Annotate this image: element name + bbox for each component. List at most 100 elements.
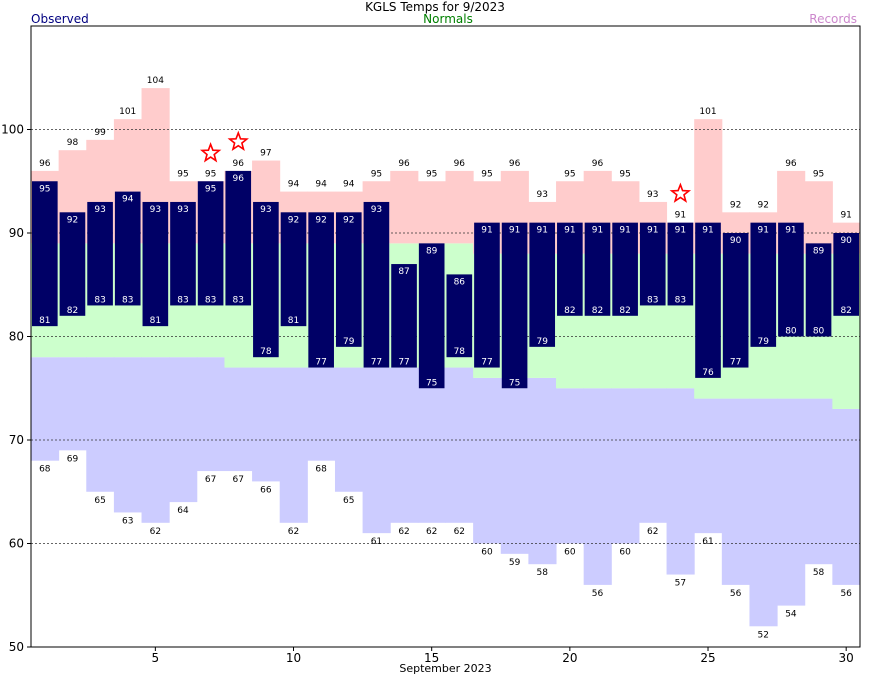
observed-bar — [391, 264, 417, 368]
record-low-bar — [611, 388, 640, 544]
observed-low-label: 83 — [177, 295, 188, 305]
record-low-bar — [334, 367, 364, 492]
observed-high-label: 92 — [67, 215, 78, 225]
record-low-label: 65 — [343, 496, 354, 506]
record-low-label: 69 — [67, 454, 79, 464]
observed-low-label: 78 — [260, 347, 272, 357]
observed-bar — [308, 212, 334, 368]
record-high-label: 95 — [619, 169, 630, 179]
y-tick-label: 70 — [9, 433, 24, 447]
record-low-label: 60 — [481, 548, 493, 558]
record-high-label: 96 — [785, 159, 797, 169]
x-axis-label: September 2023 — [399, 662, 491, 675]
observed-low-label: 77 — [371, 358, 382, 368]
observed-high-label: 89 — [426, 246, 438, 256]
record-star — [199, 142, 222, 163]
observed-high-label: 93 — [150, 205, 161, 215]
record-low-bar — [694, 398, 723, 534]
record-star — [669, 182, 692, 203]
record-high-label: 95 — [813, 169, 824, 179]
record-high-label: 96 — [233, 159, 245, 169]
observed-high-label: 92 — [288, 215, 299, 225]
record-low-bar — [252, 367, 281, 482]
record-low-label: 60 — [619, 548, 631, 558]
record-high-label: 96 — [454, 159, 466, 169]
observed-low-label: 83 — [647, 295, 658, 305]
record-low-label: 58 — [813, 568, 825, 578]
record-low-bar — [556, 388, 585, 544]
record-low-bar — [390, 367, 419, 523]
record-star — [227, 130, 249, 152]
record-high-label: 93 — [536, 190, 547, 200]
record-low-bar — [31, 357, 60, 461]
record-high-label: 95 — [371, 169, 382, 179]
record-low-label: 62 — [647, 527, 658, 537]
observed-high-label: 90 — [730, 236, 742, 246]
observed-high-label: 92 — [343, 215, 354, 225]
record-high-label: 92 — [730, 200, 741, 210]
record-low-bar — [500, 377, 529, 554]
observed-bar — [418, 243, 445, 389]
record-high-label: 96 — [398, 159, 410, 169]
observed-bar — [833, 233, 859, 316]
legend-normals: Normals — [423, 12, 473, 26]
observed-bar — [667, 222, 694, 306]
observed-low-label: 81 — [288, 316, 299, 326]
observed-bar — [363, 201, 390, 368]
observed-low-label: 83 — [94, 295, 105, 305]
record-low-label: 56 — [592, 589, 604, 599]
record-high-label: 94 — [288, 180, 300, 190]
record-low-label: 61 — [371, 537, 382, 547]
record-low-label: 64 — [177, 506, 189, 516]
record-high-label: 97 — [260, 149, 271, 159]
observed-high-label: 91 — [785, 226, 796, 236]
record-high-label: 96 — [39, 159, 51, 169]
observed-bar — [474, 222, 500, 368]
x-tick-label: 10 — [286, 651, 301, 665]
observed-low-label: 83 — [233, 295, 244, 305]
observed-low-label: 83 — [122, 295, 133, 305]
record-low-label: 68 — [39, 465, 51, 475]
record-high-label: 101 — [699, 107, 716, 117]
observed-low-label: 80 — [813, 327, 825, 337]
record-low-bar — [445, 367, 474, 523]
record-low-label: 58 — [536, 568, 548, 578]
record-low-bar — [666, 388, 695, 575]
x-tick-label: 5 — [152, 651, 160, 665]
observed-high-label: 92 — [315, 215, 326, 225]
record-low-bar — [583, 388, 612, 585]
record-high-bar — [804, 181, 833, 254]
record-high-label: 96 — [509, 159, 521, 169]
observed-high-label: 91 — [647, 226, 658, 236]
record-low-bar — [417, 367, 446, 523]
record-low-label: 67 — [233, 475, 244, 485]
record-low-bar — [749, 398, 778, 627]
observed-low-label: 76 — [702, 368, 714, 378]
record-high-label: 94 — [343, 180, 355, 190]
y-tick-label: 50 — [9, 640, 24, 654]
observed-bar — [197, 181, 224, 306]
observed-high-label: 91 — [675, 226, 686, 236]
y-tick-label: 90 — [9, 226, 24, 240]
observed-low-label: 81 — [39, 316, 50, 326]
observed-low-label: 75 — [426, 378, 437, 388]
observed-bar — [557, 222, 583, 316]
record-low-label: 66 — [260, 485, 272, 495]
observed-high-label: 93 — [94, 205, 105, 215]
record-low-bar — [279, 367, 308, 523]
observed-high-label: 91 — [509, 226, 520, 236]
record-high-label: 95 — [205, 169, 216, 179]
record-low-label: 68 — [315, 465, 327, 475]
record-low-label: 62 — [288, 527, 299, 537]
observed-bar — [639, 222, 666, 306]
observed-high-label: 91 — [758, 226, 769, 236]
record-low-bar — [196, 357, 225, 472]
observed-high-label: 91 — [481, 226, 492, 236]
observed-low-label: 77 — [730, 358, 741, 368]
observed-low-label: 82 — [67, 306, 78, 316]
record-low-bar — [58, 357, 87, 451]
observed-high-label: 91 — [564, 226, 575, 236]
observed-high-label: 91 — [702, 226, 713, 236]
record-high-bar — [390, 170, 419, 244]
